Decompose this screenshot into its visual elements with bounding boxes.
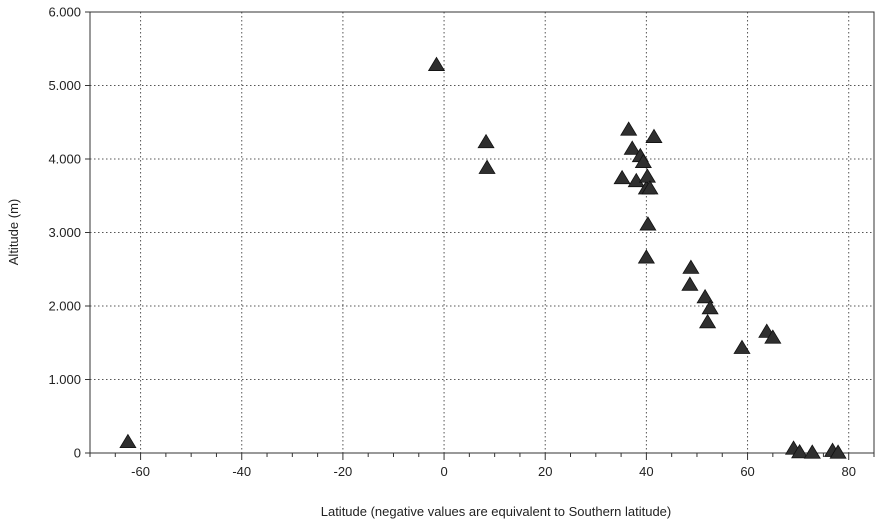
y-axis-title: Altitude (m) xyxy=(6,199,21,265)
data-point-triangle xyxy=(641,180,659,195)
data-point-triangle xyxy=(701,299,719,315)
x-tick-label: -60 xyxy=(131,464,150,479)
y-tick-label: 5.000 xyxy=(48,78,81,93)
data-point-triangle xyxy=(639,216,657,231)
x-axis: -60 -40 -20 0 20 40 60 80 xyxy=(89,453,875,479)
data-point-triangle xyxy=(613,169,631,185)
x-tick-label: -40 xyxy=(232,464,251,479)
y-tick-label: 0 xyxy=(74,446,81,461)
data-point-triangle xyxy=(119,433,137,449)
data-point-triangle xyxy=(791,443,809,459)
data-point-triangle xyxy=(638,168,656,183)
data-point-triangle xyxy=(696,288,714,304)
data-point-triangle xyxy=(645,128,663,143)
y-tick-label: 6.000 xyxy=(48,5,81,20)
data-point-triangle xyxy=(477,133,495,149)
x-tick-label: 80 xyxy=(841,464,855,479)
x-tick-label: 20 xyxy=(538,464,552,479)
x-tick-label: 0 xyxy=(440,464,447,479)
data-point-triangle xyxy=(623,140,641,155)
data-point-triangle xyxy=(733,339,751,354)
data-point-triangle xyxy=(803,444,821,459)
y-tick-label: 4.000 xyxy=(48,152,81,167)
y-tick-label: 1.000 xyxy=(48,372,81,387)
x-axis-title: Latitude (negative values are equivalent… xyxy=(321,504,672,519)
x-tick-label: 40 xyxy=(639,464,653,479)
data-point-triangle xyxy=(681,276,699,291)
data-point-triangle xyxy=(764,329,782,344)
data-point-triangle xyxy=(627,172,645,188)
y-axis: 0 1.000 2.000 3.000 4.000 5.000 6.000 xyxy=(48,5,90,461)
data-point-triangle xyxy=(829,444,847,459)
data-point-triangle xyxy=(478,159,496,174)
x-tick-label: -20 xyxy=(334,464,353,479)
data-point-triangle xyxy=(699,313,717,329)
data-point-triangle xyxy=(682,259,700,274)
y-tick-label: 3.000 xyxy=(48,225,81,240)
data-point-triangle xyxy=(620,121,638,136)
data-point-triangle xyxy=(637,249,655,264)
x-tick-label: 60 xyxy=(740,464,754,479)
data-point-triangle xyxy=(634,153,652,168)
y-tick-label: 2.000 xyxy=(48,299,81,314)
data-points xyxy=(119,56,847,459)
grid-lines xyxy=(90,12,874,453)
data-point-triangle xyxy=(427,56,446,71)
